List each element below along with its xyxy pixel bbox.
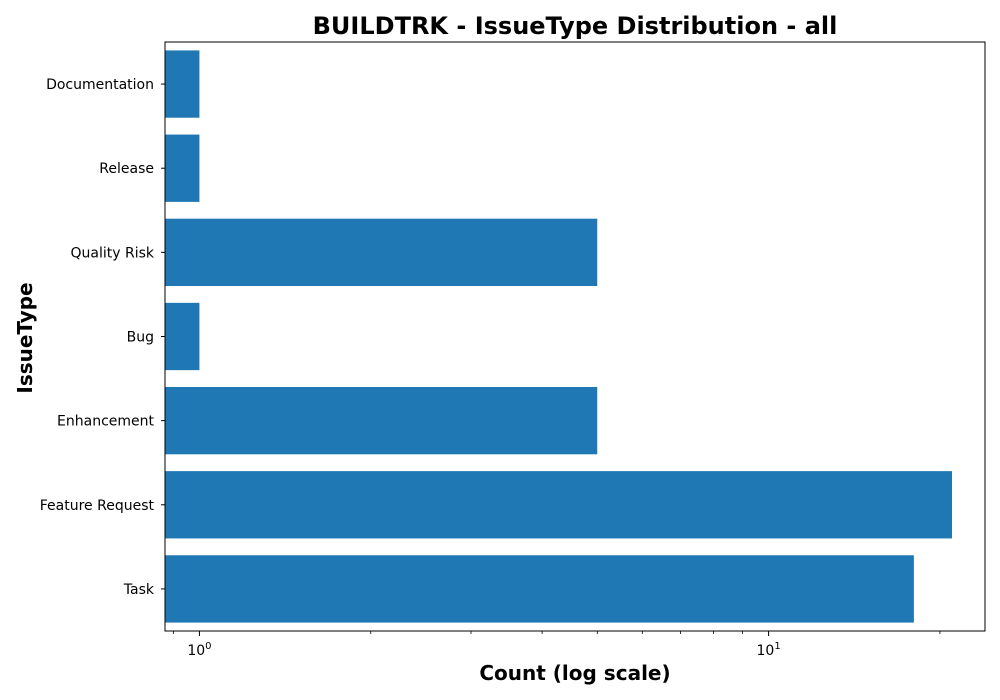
chart-title: BUILDTRK - IssueType Distribution - all xyxy=(313,12,838,40)
y-tick-label: Documentation xyxy=(46,77,154,93)
bar-feature-request xyxy=(165,471,952,539)
y-tick-label: Feature Request xyxy=(40,498,155,514)
y-tick-label: Enhancement xyxy=(57,414,154,430)
bar-quality-risk xyxy=(165,218,598,287)
y-axis-label: IssueType xyxy=(13,282,37,393)
bar-documentation xyxy=(165,50,200,118)
bar-release xyxy=(165,134,200,202)
y-tick-label: Bug xyxy=(127,330,154,346)
bar-task xyxy=(165,555,914,623)
bar-enhancement xyxy=(165,386,598,455)
y-tick-label: Release xyxy=(99,161,154,177)
plot-frame xyxy=(164,41,986,632)
x-axis-label: Count (log scale) xyxy=(479,661,670,685)
x-tick-label: 100 xyxy=(187,641,211,659)
bar-bug xyxy=(165,302,200,371)
y-tick-label: Quality Risk xyxy=(71,245,155,261)
x-tick-label: 101 xyxy=(756,641,780,659)
y-tick-label: Task xyxy=(123,582,155,598)
